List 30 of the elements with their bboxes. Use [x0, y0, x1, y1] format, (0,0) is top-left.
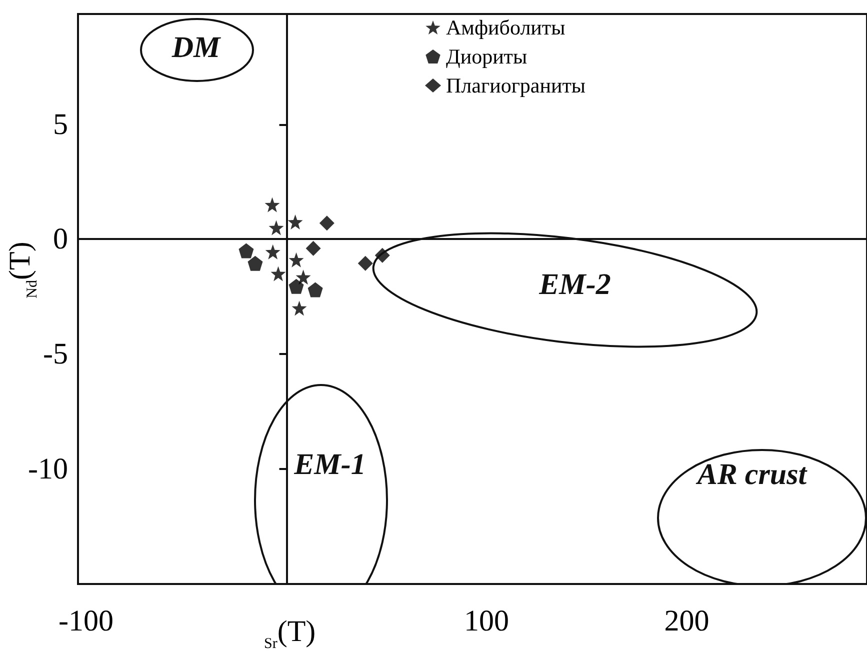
point	[288, 214, 303, 230]
point	[296, 270, 311, 285]
annotation: AR crust	[697, 458, 807, 492]
point	[292, 300, 307, 316]
annotation: EM-1	[294, 448, 366, 482]
point	[319, 216, 334, 231]
point	[264, 197, 280, 212]
point	[358, 256, 373, 271]
point	[265, 244, 280, 260]
point	[306, 240, 321, 256]
x-tick-label: -100	[58, 604, 114, 638]
y-tick-label: 5	[53, 108, 68, 141]
y-tick-label: -10	[28, 452, 68, 486]
point	[248, 256, 263, 271]
annotation: EM-2	[539, 268, 611, 302]
legend-label: Плагиограниты	[446, 74, 586, 98]
point	[238, 243, 254, 258]
annotation: DM	[172, 31, 220, 65]
x-axis-title: $_{Sr}$(T)	[264, 615, 316, 653]
legend-label: Диориты	[446, 44, 528, 68]
point	[308, 282, 323, 298]
point	[288, 252, 304, 268]
x-tick-label: 200	[664, 604, 710, 638]
legend-label: Амфиболиты	[446, 16, 566, 40]
y-tick-label: -5	[43, 338, 68, 371]
point	[288, 278, 304, 294]
x-tick-label: 100	[464, 604, 510, 638]
y-tick-label: 0	[53, 222, 68, 256]
point	[270, 266, 286, 282]
point	[268, 220, 284, 236]
